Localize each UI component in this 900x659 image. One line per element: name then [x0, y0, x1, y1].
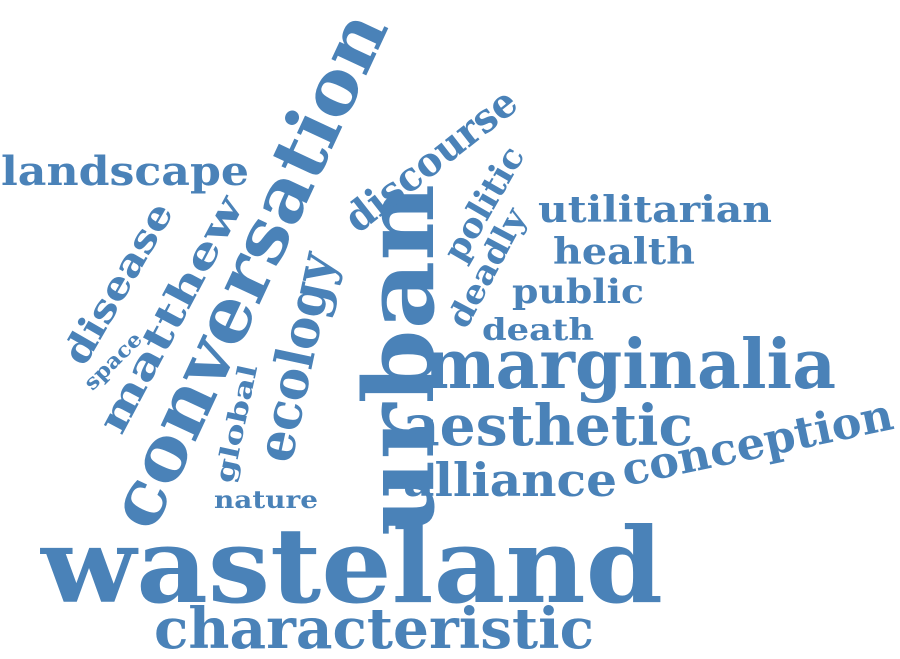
word-public: public [512, 272, 644, 312]
word-landscape: landscape [1, 148, 249, 195]
word-alliance: alliance [403, 453, 617, 507]
word-marginalia: marginalia [424, 325, 836, 405]
word-urban: urban [343, 184, 456, 536]
word-wasteland: wasteland [40, 504, 663, 627]
word-utilitarian: utilitarian [538, 189, 772, 231]
word-health: health [553, 231, 695, 273]
word-nature: nature [214, 485, 318, 514]
word-characteristic: characteristic [154, 596, 594, 659]
word-death: death [482, 313, 594, 348]
word-aesthetic: aesthetic [403, 393, 693, 459]
